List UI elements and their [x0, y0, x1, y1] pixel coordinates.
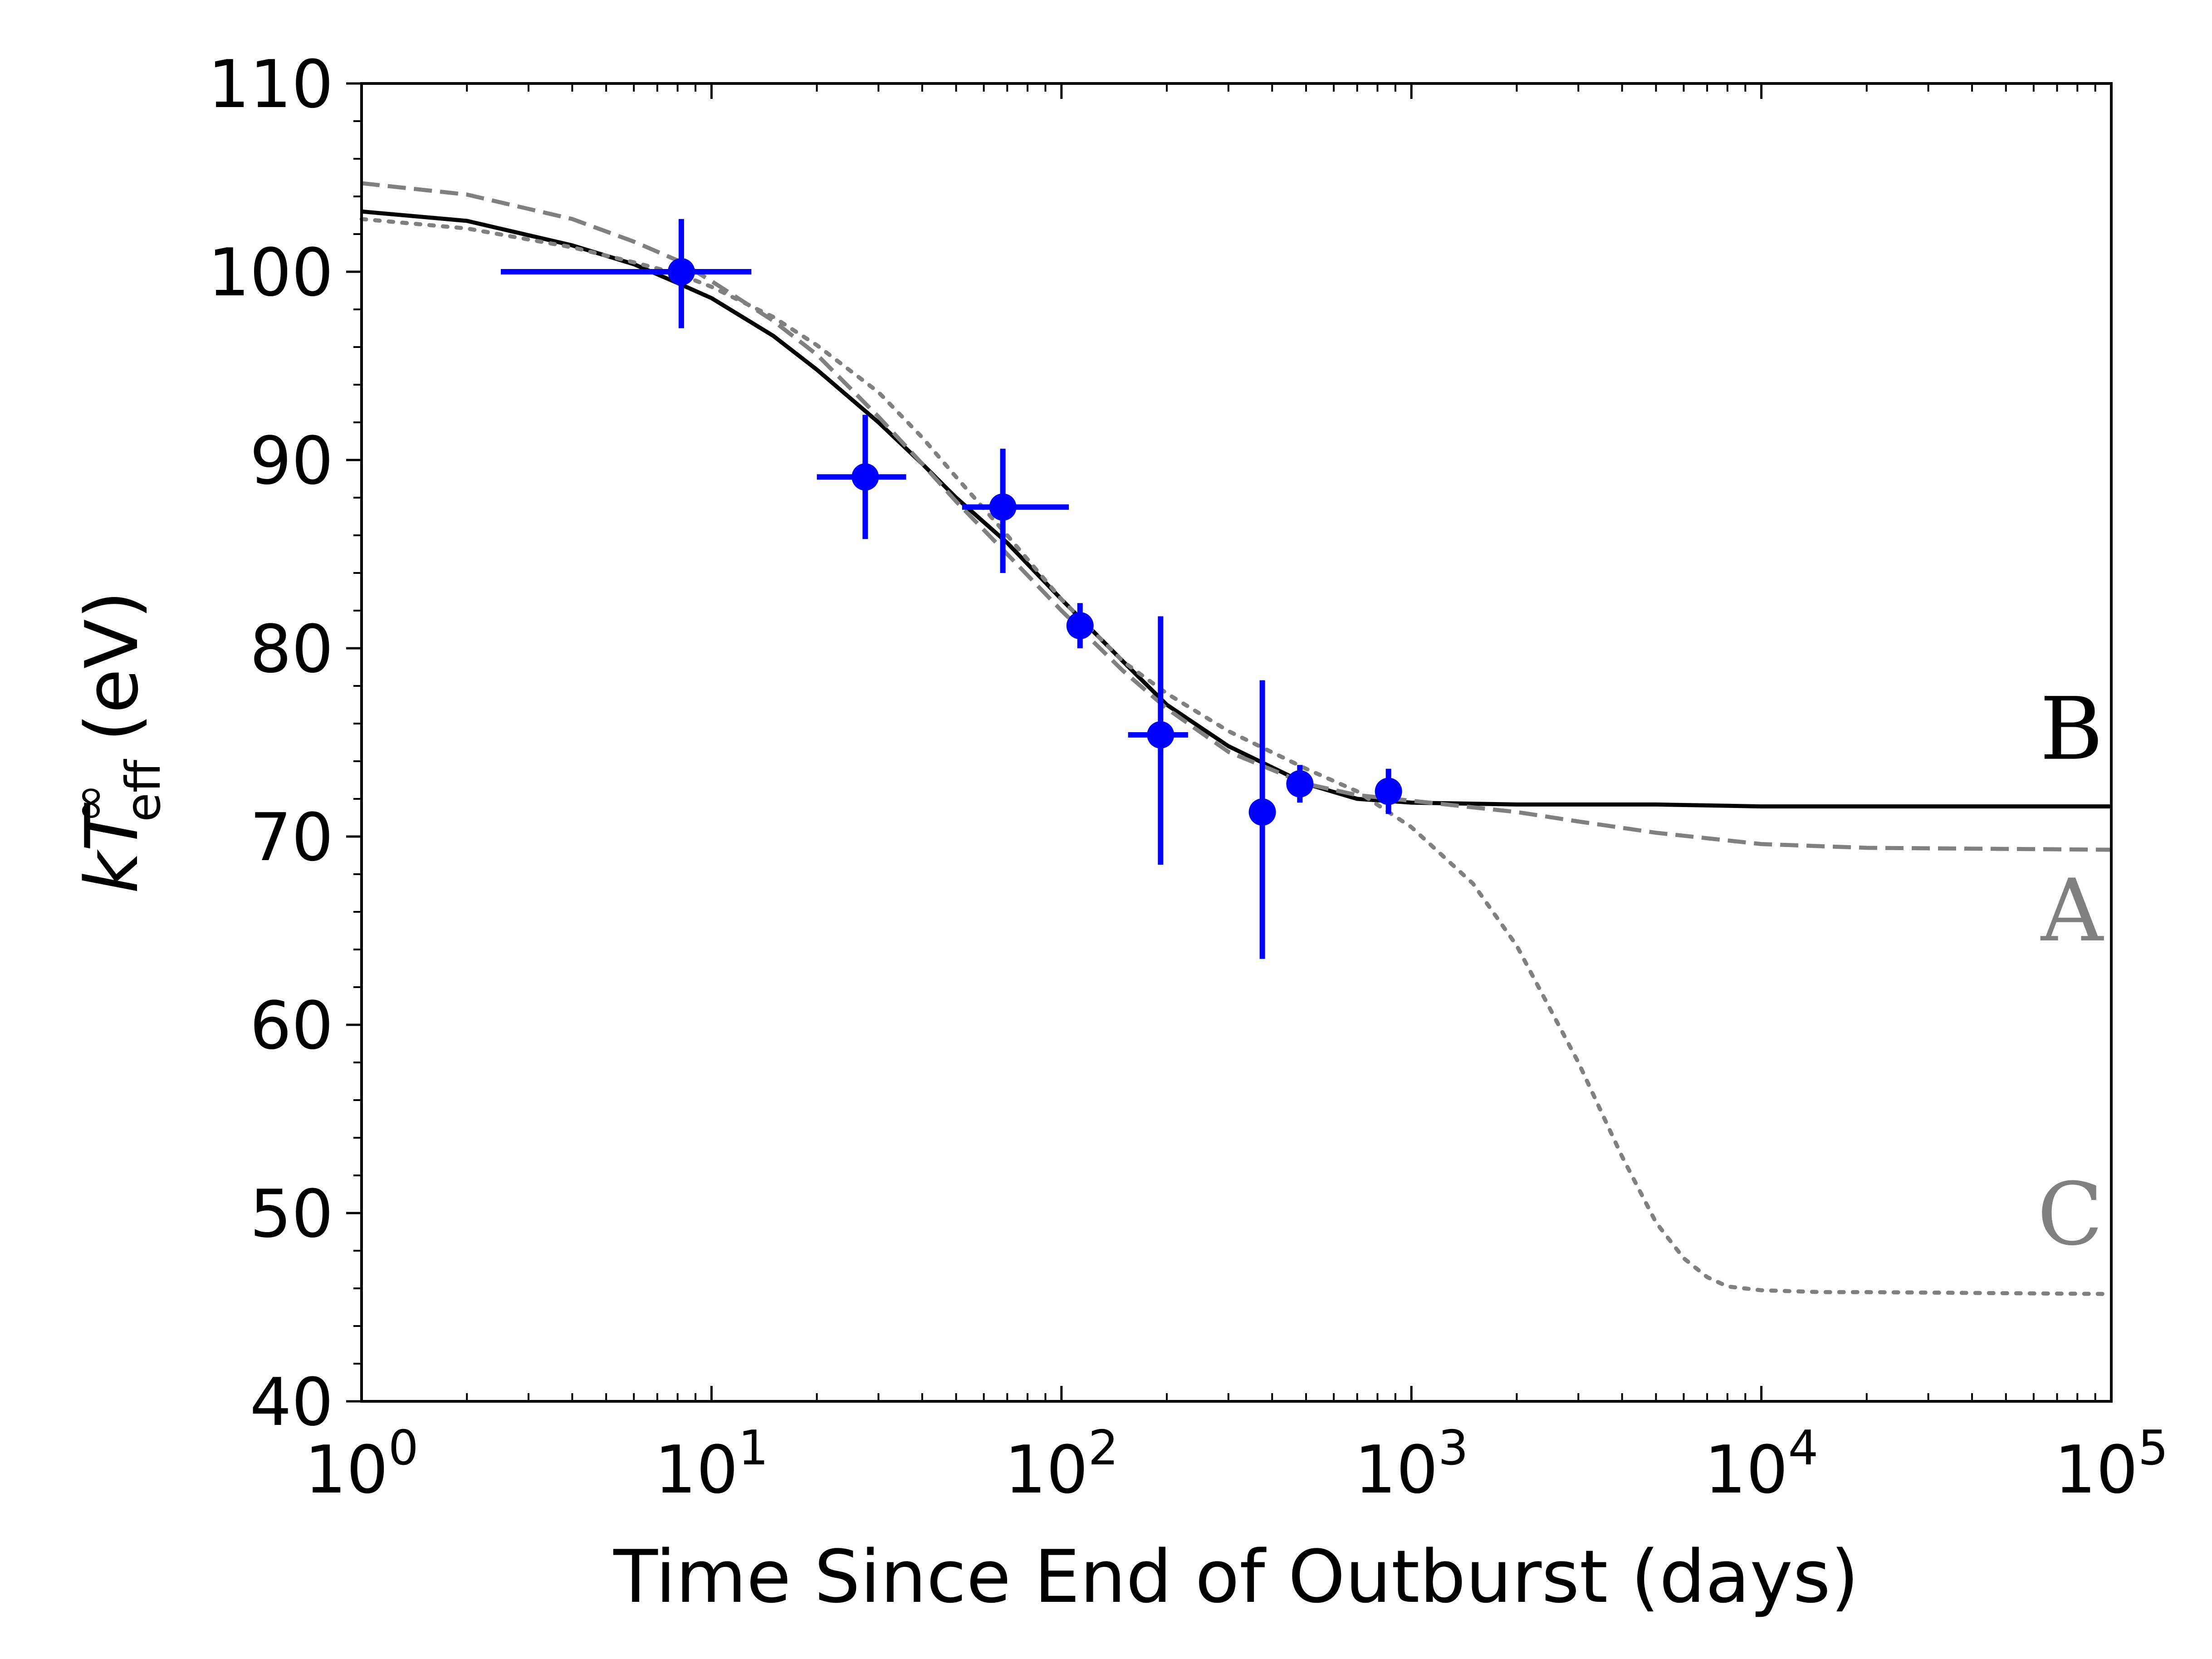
x-tick-label-exponent: 0	[388, 1420, 419, 1476]
x-tick-label-base: 10	[1355, 1432, 1439, 1508]
data-point	[852, 463, 879, 491]
x-tick-label-base: 10	[1704, 1432, 1788, 1508]
x-tick-label-exponent: 1	[738, 1420, 768, 1476]
y-axis-label-k: kT	[69, 802, 154, 894]
x-tick-label: 101	[655, 1420, 768, 1508]
data-point	[1147, 721, 1175, 749]
data-point	[667, 258, 695, 285]
x-tick-label: 105	[2054, 1420, 2168, 1508]
data-point	[1286, 770, 1314, 798]
x-tick-label-base: 10	[2054, 1432, 2138, 1508]
y-tick-label: 100	[208, 235, 333, 311]
x-tick-label: 102	[1004, 1420, 1118, 1508]
y-axis-label-superscript: ∞	[61, 783, 117, 823]
data-point	[1375, 778, 1402, 805]
x-tick-label-exponent: 3	[1438, 1420, 1468, 1476]
curve-label-A: A	[2040, 861, 2104, 961]
curve-label-C: C	[2037, 1164, 2103, 1264]
series-line-C	[359, 217, 2114, 1296]
x-tick-label-exponent: 5	[2138, 1420, 2168, 1476]
y-tick-label: 40	[250, 1364, 333, 1441]
data-point	[989, 493, 1017, 521]
y-tick-label: 110	[208, 46, 333, 123]
x-tick-label-exponent: 2	[1088, 1420, 1119, 1476]
data-point	[1248, 798, 1276, 826]
curve-label-B: B	[2040, 679, 2103, 779]
y-tick-label: 60	[250, 988, 333, 1064]
observations-layer	[500, 219, 1402, 959]
x-tick-label: 104	[1704, 1420, 1818, 1508]
y-axis-label-unit: (eV)	[69, 591, 154, 742]
data-point	[1066, 612, 1094, 640]
y-axis-label-subscript: eff	[116, 759, 171, 822]
x-axis-label: Time Since End of Outburst (days)	[613, 1534, 1859, 1619]
y-tick-label: 50	[250, 1176, 333, 1253]
y-tick-label: 90	[250, 423, 333, 499]
x-tick-label-base: 10	[655, 1432, 739, 1508]
x-tick-label: 103	[1355, 1420, 1468, 1508]
plot-frame	[360, 82, 2113, 1403]
x-tick-label-base: 10	[304, 1432, 388, 1508]
x-tick-label-exponent: 4	[1788, 1420, 1818, 1476]
x-tick-label: 100	[304, 1420, 418, 1508]
y-axis-label: kT∞eff (eV)	[61, 591, 171, 894]
y-tick-label: 70	[250, 799, 333, 876]
y-tick-label: 80	[250, 611, 333, 688]
x-tick-label-base: 10	[1004, 1432, 1088, 1508]
